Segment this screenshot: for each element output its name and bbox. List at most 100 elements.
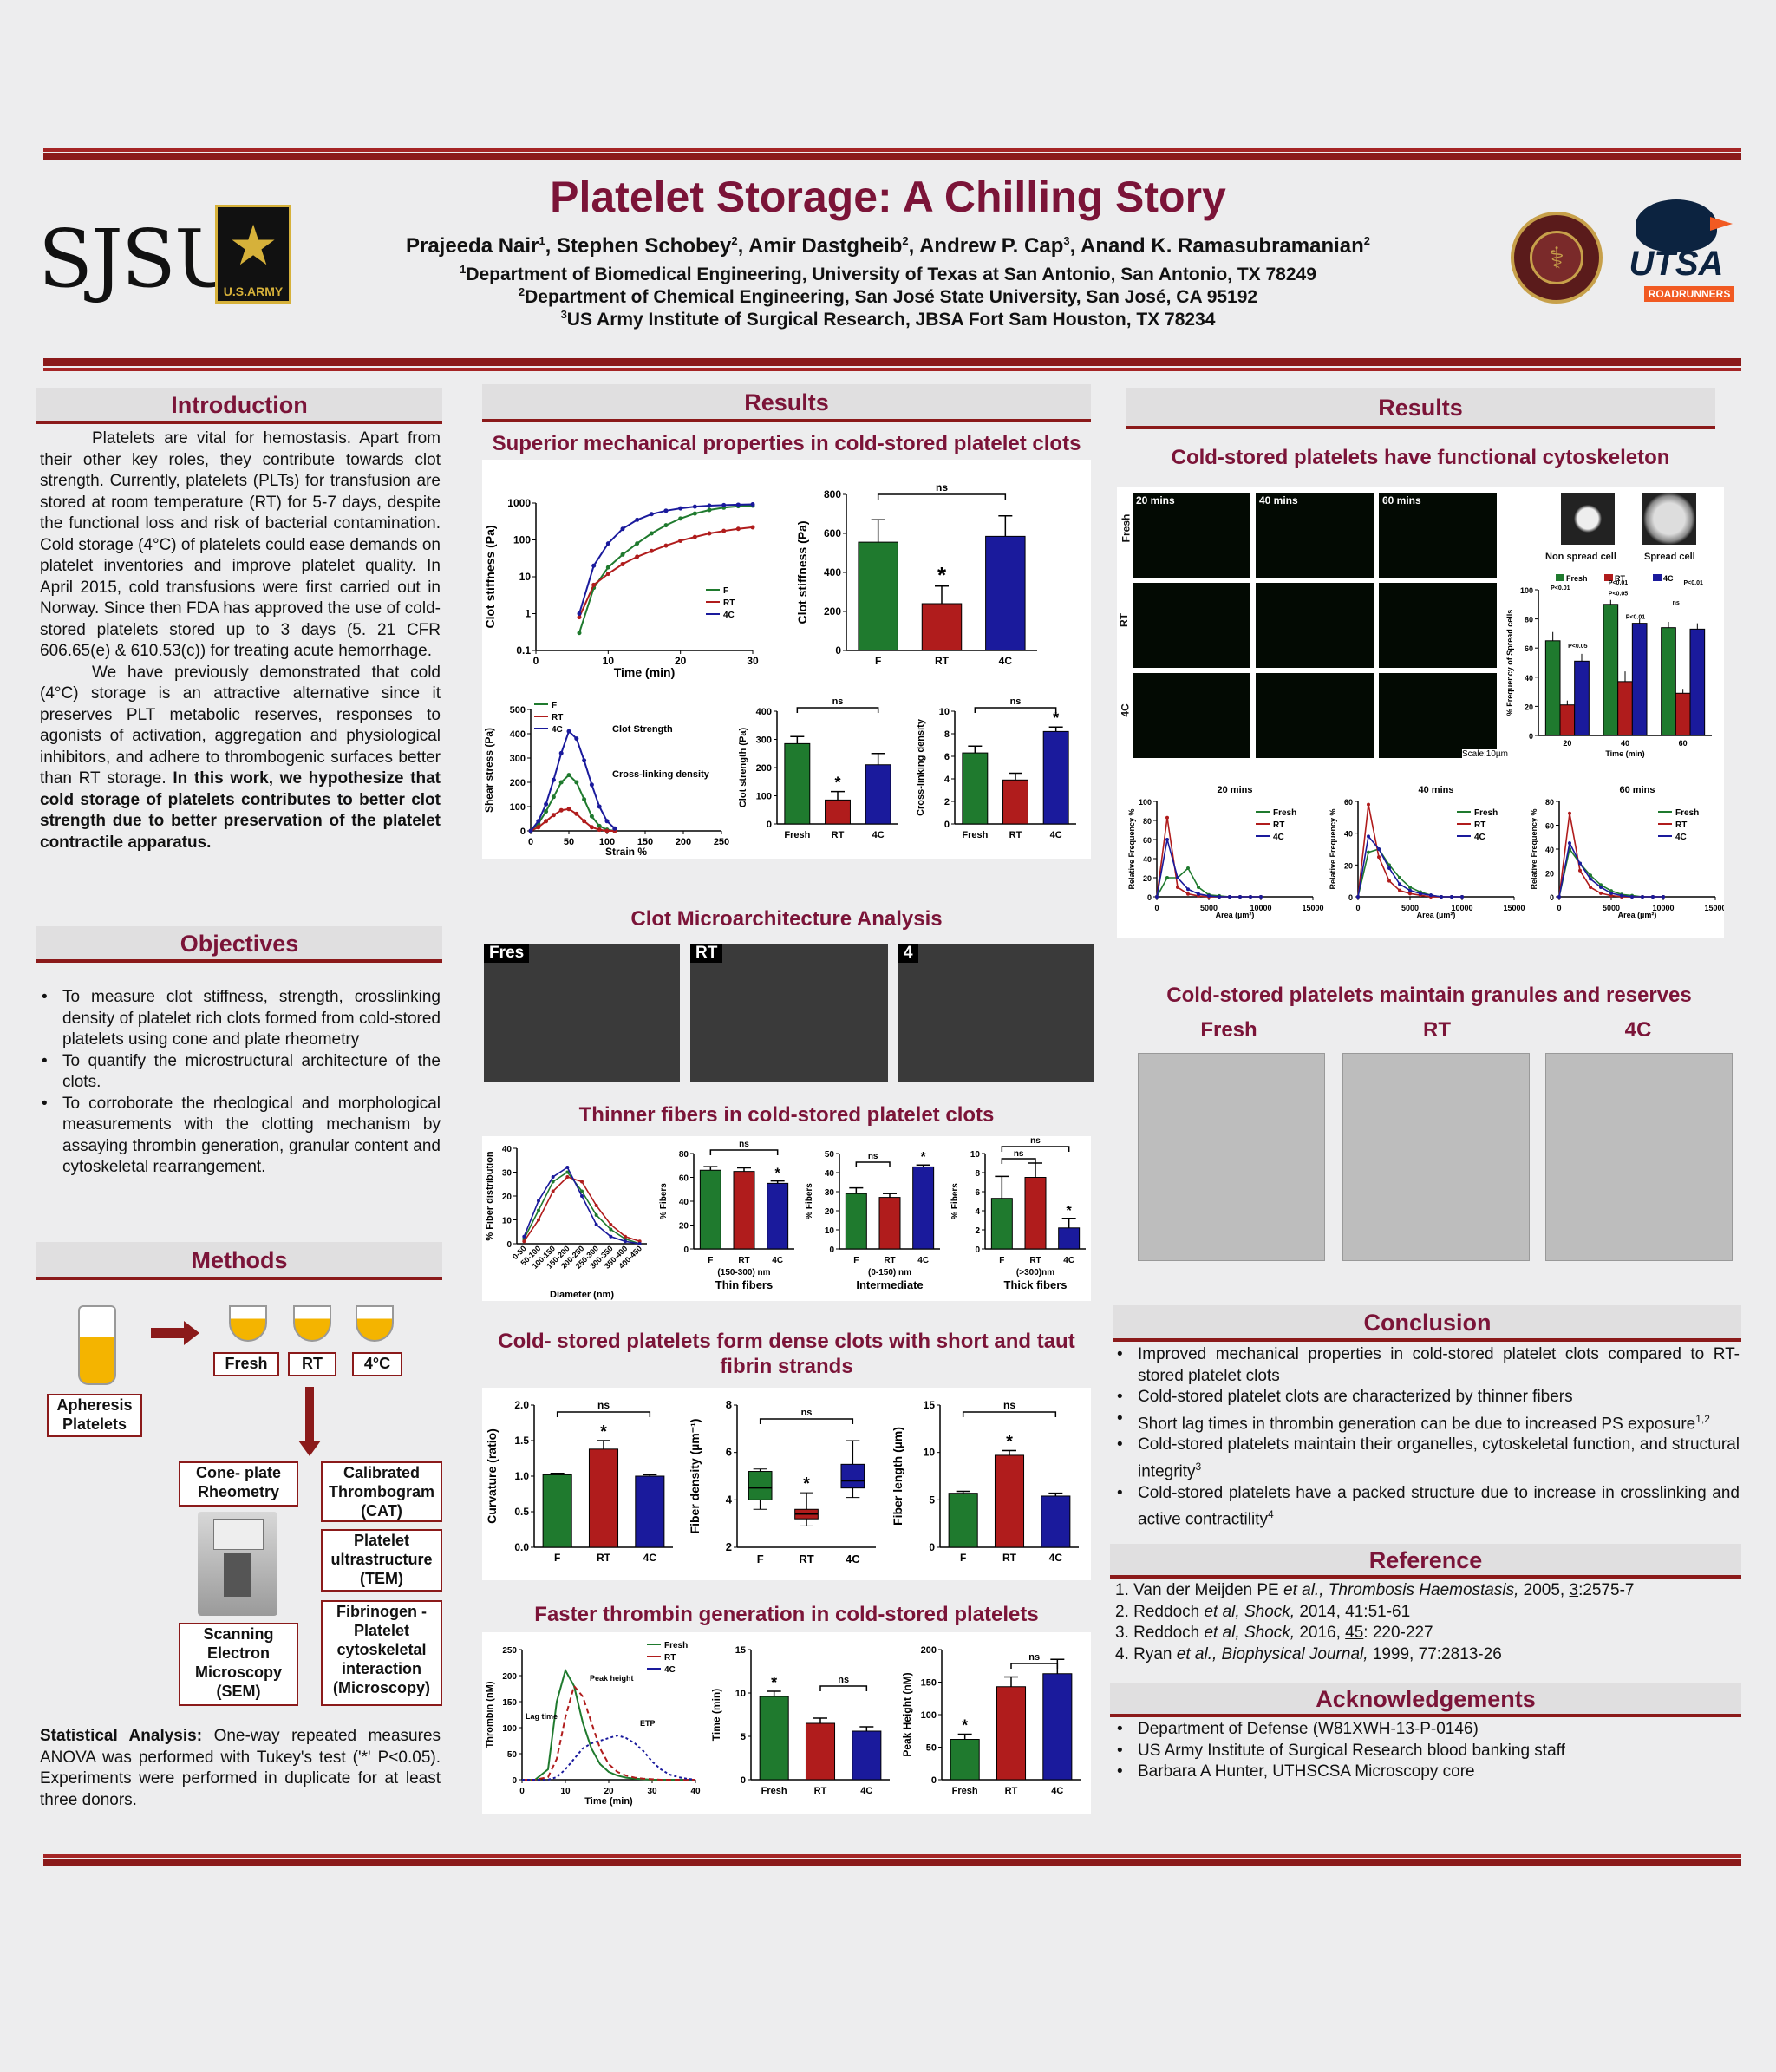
significance-label: P<0.05 [1609, 592, 1628, 598]
figure-mechanical: 0.1 1 10 100 1000 Clot stiffness (Pa) 0 10 20 30 T… [482, 460, 1091, 859]
reference-heading: Reference [1110, 1544, 1741, 1579]
data-point [620, 561, 625, 566]
bar [1024, 1177, 1047, 1250]
y-tick-label: 6 [975, 1188, 980, 1198]
micro-rt-60 [1379, 583, 1497, 668]
legend-label: RT [1615, 574, 1625, 583]
significance-bracket [962, 1411, 1057, 1417]
y-axis-label: % Fibers [805, 1183, 814, 1219]
data-point [580, 1189, 584, 1193]
bar [784, 742, 811, 825]
data-point [1557, 895, 1561, 899]
y-axis-label: % Fibers [659, 1183, 669, 1219]
data-point [551, 1189, 555, 1193]
y-axis-label: % Fibers [950, 1183, 960, 1219]
y-axis-label: Clot strength (Pa) [738, 728, 748, 808]
y-axis-label: Clot stiffness (Pa) [483, 525, 497, 628]
data-point [1408, 888, 1412, 892]
legend-label: 4C [552, 725, 563, 735]
data-point [589, 814, 594, 819]
significance-label: ns [936, 481, 948, 493]
bar [1041, 1495, 1071, 1548]
x-axis-label: Time (min) [584, 1796, 633, 1807]
y-axis-label: Cross-linking density [916, 718, 926, 816]
data-point [594, 1204, 598, 1207]
bar [845, 1193, 867, 1250]
y-axis-label: Relative Frequency % [1329, 808, 1337, 889]
y-axis-label: Shear stress (Pa) [483, 728, 495, 813]
data-point [1610, 889, 1613, 893]
y-tick-label: 8 [726, 1398, 732, 1411]
data-point [605, 572, 610, 577]
significance-label: P<0.01 [1551, 585, 1570, 592]
data-point [692, 504, 697, 509]
chart-title: 60 mins [1620, 785, 1655, 795]
significance-bracket [1001, 1158, 1036, 1164]
data-point [558, 780, 564, 785]
y-tick-label: 0 [1529, 732, 1533, 741]
x-tick-label: RT [1002, 1552, 1017, 1564]
data-point [707, 503, 712, 508]
data-point [566, 773, 571, 778]
y-tick-label: 1 [525, 608, 531, 620]
x-tick-label: 0 [533, 655, 539, 667]
x-tick-label: 4C [772, 1256, 783, 1265]
bar [759, 1696, 789, 1781]
y-tick-label: 0.5 [514, 1506, 529, 1518]
legend-label: Fresh [1273, 808, 1296, 818]
tube-fresh [229, 1305, 267, 1342]
data-point [1599, 886, 1603, 889]
us-army-logo: ★ U.S.ARMY [215, 205, 291, 304]
x-axis-label: (150-300) nm [717, 1268, 770, 1278]
list-item: 3. Reddoch et al, Shock, 2016, 45: 220-2… [1115, 1624, 1433, 1642]
data-point [1238, 895, 1242, 899]
data-point [624, 1239, 627, 1244]
y-tick-label: 15 [735, 1645, 746, 1656]
data-point [620, 526, 625, 532]
data-point [1440, 895, 1443, 899]
x-tick-label: 10 [560, 1787, 571, 1796]
significance-label: P<0.01 [1626, 615, 1645, 621]
bar [852, 1730, 882, 1781]
x-tick-label: F [875, 655, 881, 667]
x-axis-label: (0-150) nm [868, 1268, 911, 1278]
x-tick-label: 100 [599, 837, 615, 847]
significance-bracket [819, 1685, 868, 1691]
significance-label: ns [801, 1408, 813, 1418]
data-point [1568, 811, 1571, 815]
data-point [597, 804, 602, 809]
y-tick-label: 40 [1545, 846, 1554, 854]
data-point [609, 1223, 613, 1226]
list-item: Cold-stored platelet clots are character… [1112, 1387, 1740, 1409]
significance-bracket [709, 1149, 779, 1155]
list-item: To measure clot stiffness, strength, cro… [36, 987, 441, 1051]
data-point [1620, 893, 1623, 898]
annotation-label: Cross-linking density [612, 769, 710, 780]
data-point [1176, 886, 1179, 889]
y-tick-label: 400 [510, 729, 526, 740]
list-item: To quantify the microstructural architec… [36, 1051, 441, 1094]
data-point [591, 582, 597, 587]
chart-lag-time: 0 5 10 15 Time (min) Fresh RT 4C ns * [710, 1645, 890, 1796]
data-point [577, 611, 582, 616]
data-point [1186, 892, 1190, 896]
x-tick-label: 4C [643, 1552, 657, 1564]
tem-image-rt [1342, 1053, 1530, 1261]
data-point [1419, 892, 1422, 896]
cat-box: Calibrated Thrombogram (CAT) [321, 1461, 442, 1522]
subtitle-thinner-fibers: Thinner fibers in cold-stored platelet c… [578, 1103, 995, 1127]
data-point [637, 1239, 642, 1244]
significance-star: * [834, 775, 840, 792]
x-axis-label: Area (µm²) [1417, 911, 1456, 919]
legend-label: 4C [1663, 574, 1674, 583]
y-tick-label: 0 [1147, 893, 1152, 902]
bar [858, 541, 898, 651]
subtitle-granules: Cold-stored platelets maintain granules … [1166, 984, 1692, 1007]
x-tick-label: RT [832, 830, 845, 840]
results-heading-right: Results [1126, 388, 1715, 429]
affiliation-2: 2Department of Chemical Engineering, San… [518, 285, 1258, 307]
y-tick-label: 10 [519, 571, 532, 583]
series-line-fresh [522, 1668, 695, 1781]
x-tick-label: 10000 [1451, 904, 1472, 912]
chart-thrombin-curve: 0 50 100 150 200 250 Thrombin (nM) 0 10 20 30 40 Tim… [485, 1641, 701, 1807]
